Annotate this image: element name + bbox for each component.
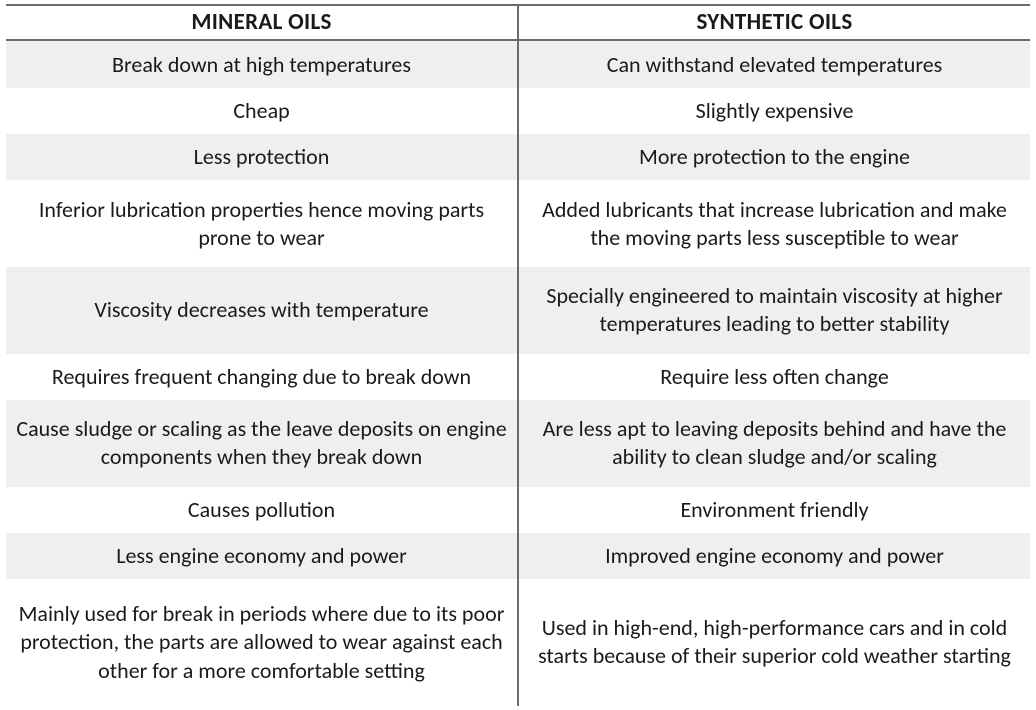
table-row: Causes pollution Environment friendly bbox=[6, 487, 1030, 533]
table-row: Viscosity decreases with temperature Spe… bbox=[6, 267, 1030, 354]
cell-synthetic: Slightly expensive bbox=[518, 88, 1030, 134]
cell-mineral: Break down at high temperatures bbox=[6, 40, 518, 88]
cell-synthetic: Added lubricants that increase lubricati… bbox=[518, 180, 1030, 267]
cell-mineral: Cause sludge or scaling as the leave dep… bbox=[6, 400, 518, 487]
table-row: Cause sludge or scaling as the leave dep… bbox=[6, 400, 1030, 487]
table-row: Less engine economy and power Improved e… bbox=[6, 533, 1030, 579]
table-row: Cheap Slightly expensive bbox=[6, 88, 1030, 134]
header-row: MINERAL OILS SYNTHETIC OILS bbox=[6, 5, 1030, 40]
table-row: Inferior lubrication properties hence mo… bbox=[6, 180, 1030, 267]
cell-synthetic: Specially engineered to maintain viscosi… bbox=[518, 267, 1030, 354]
cell-synthetic: Are less apt to leaving deposits behind … bbox=[518, 400, 1030, 487]
table-body: Break down at high temperatures Can with… bbox=[6, 40, 1030, 706]
col-header-synthetic: SYNTHETIC OILS bbox=[518, 5, 1030, 40]
table-row: Less protection More protection to the e… bbox=[6, 134, 1030, 180]
comparison-table-container: MINERAL OILS SYNTHETIC OILS Break down a… bbox=[0, 0, 1036, 710]
cell-mineral: Requires frequent changing due to break … bbox=[6, 354, 518, 400]
table-row: Requires frequent changing due to break … bbox=[6, 354, 1030, 400]
comparison-table: MINERAL OILS SYNTHETIC OILS Break down a… bbox=[6, 4, 1030, 706]
cell-mineral: Causes pollution bbox=[6, 487, 518, 533]
table-row: Break down at high temperatures Can with… bbox=[6, 40, 1030, 88]
table-row: Mainly used for break in periods where d… bbox=[6, 579, 1030, 706]
col-header-mineral: MINERAL OILS bbox=[6, 5, 518, 40]
table-header: MINERAL OILS SYNTHETIC OILS bbox=[6, 5, 1030, 40]
cell-synthetic: Improved engine economy and power bbox=[518, 533, 1030, 579]
cell-mineral: Mainly used for break in periods where d… bbox=[6, 579, 518, 706]
cell-mineral: Less protection bbox=[6, 134, 518, 180]
cell-synthetic: More protection to the engine bbox=[518, 134, 1030, 180]
cell-synthetic: Require less often change bbox=[518, 354, 1030, 400]
cell-synthetic: Environment friendly bbox=[518, 487, 1030, 533]
cell-mineral: Inferior lubrication properties hence mo… bbox=[6, 180, 518, 267]
cell-mineral: Viscosity decreases with temperature bbox=[6, 267, 518, 354]
cell-synthetic: Can withstand elevated temperatures bbox=[518, 40, 1030, 88]
cell-mineral: Less engine economy and power bbox=[6, 533, 518, 579]
cell-synthetic: Used in high-end, high-performance cars … bbox=[518, 579, 1030, 706]
cell-mineral: Cheap bbox=[6, 88, 518, 134]
